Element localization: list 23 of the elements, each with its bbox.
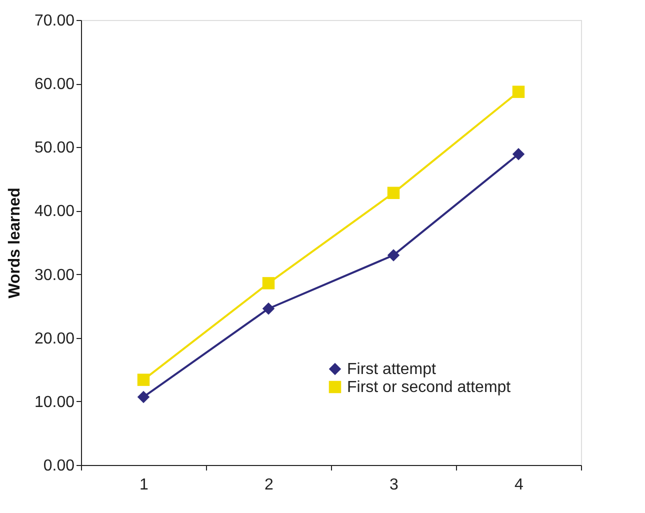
- point: [137, 374, 150, 386]
- y-tick-label: 20.00: [34, 330, 75, 348]
- y-tick-label: 50.00: [34, 140, 75, 157]
- y-tick-label: 0.00: [43, 458, 75, 474]
- legend-label: First or second attempt: [347, 379, 512, 396]
- y-tick-label: 10.00: [34, 394, 75, 411]
- y-tick-label: 30.00: [34, 266, 75, 284]
- y-tick-label: 60.00: [34, 76, 75, 94]
- x-tick-label: 3: [390, 476, 399, 494]
- point: [512, 86, 525, 98]
- point: [137, 390, 150, 404]
- point: [262, 302, 275, 315]
- point: [512, 148, 525, 160]
- x-tick-label: 2: [264, 476, 274, 494]
- x-tick-label: 1: [140, 476, 149, 494]
- y-axis-title: Words learned: [6, 188, 24, 298]
- point: [387, 249, 400, 262]
- point: [262, 277, 275, 290]
- point: [387, 186, 400, 200]
- y-tick-label: 70.00: [34, 12, 75, 30]
- x-tick-label: 4: [514, 476, 524, 494]
- y-tick-label: 40.00: [34, 203, 75, 220]
- legend-label: First attempt: [347, 361, 436, 378]
